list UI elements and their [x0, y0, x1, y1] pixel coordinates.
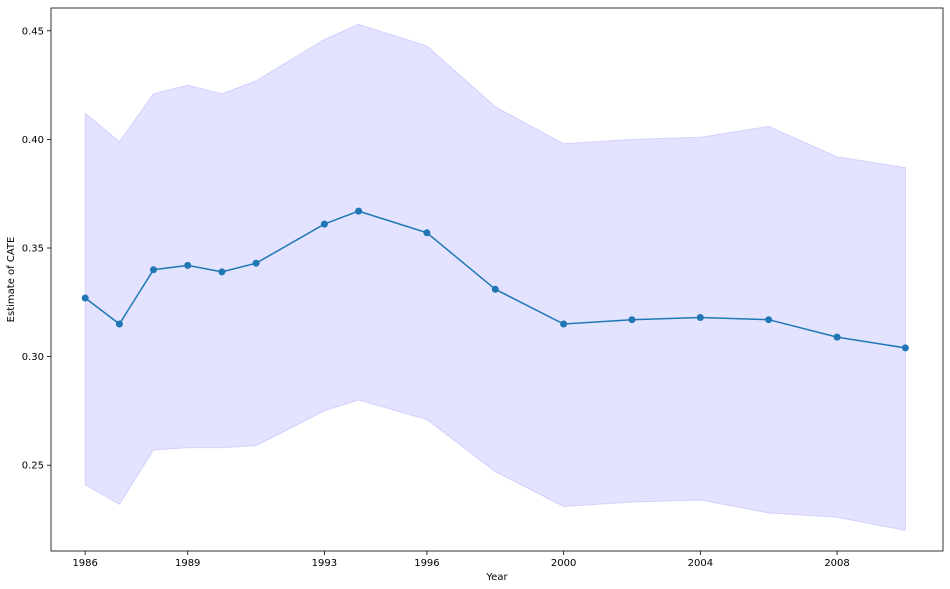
data-point [628, 316, 636, 324]
x-tick-label: 1986 [72, 558, 97, 569]
data-points-layer [81, 207, 909, 352]
y-tick-label: 0.25 [22, 461, 44, 472]
data-point [115, 320, 123, 328]
data-point [765, 316, 773, 324]
data-point [81, 294, 89, 302]
y-tick-label: 0.40 [22, 135, 44, 146]
x-axis-ticks: 1986 1989 1993 1996 2000 2004 2008 [72, 551, 850, 569]
y-axis-ticks: 0.25 0.30 0.35 0.40 0.45 [22, 26, 51, 472]
data-point [252, 259, 260, 267]
x-tick-label: 1989 [175, 558, 200, 569]
x-tick-label: 2008 [824, 558, 849, 569]
confidence-band [84, 23, 906, 532]
plot-area-frame [50, 7, 944, 552]
y-tick-label: 0.45 [22, 26, 44, 37]
data-point [696, 314, 704, 321]
x-tick-label: 2000 [551, 558, 576, 569]
x-tick-label: 1996 [414, 558, 439, 569]
data-point [901, 344, 909, 352]
x-axis-label: Year [485, 572, 508, 583]
y-tick-label: 0.30 [22, 352, 44, 363]
data-point [355, 207, 363, 215]
x-tick-label: 1993 [312, 558, 337, 569]
series-line-layer [84, 210, 906, 349]
data-point [560, 320, 568, 328]
data-point [491, 285, 499, 293]
data-point [184, 261, 192, 269]
data-point [833, 333, 841, 341]
data-point [320, 220, 328, 228]
series-line [84, 210, 906, 349]
y-tick-label: 0.35 [22, 244, 44, 255]
data-point [423, 229, 431, 237]
x-tick-label: 2004 [688, 558, 713, 569]
data-point [150, 266, 157, 274]
y-axis-label: Estimate of CATE [6, 237, 17, 323]
data-point [218, 268, 226, 276]
confidence-band-layer [84, 23, 906, 532]
